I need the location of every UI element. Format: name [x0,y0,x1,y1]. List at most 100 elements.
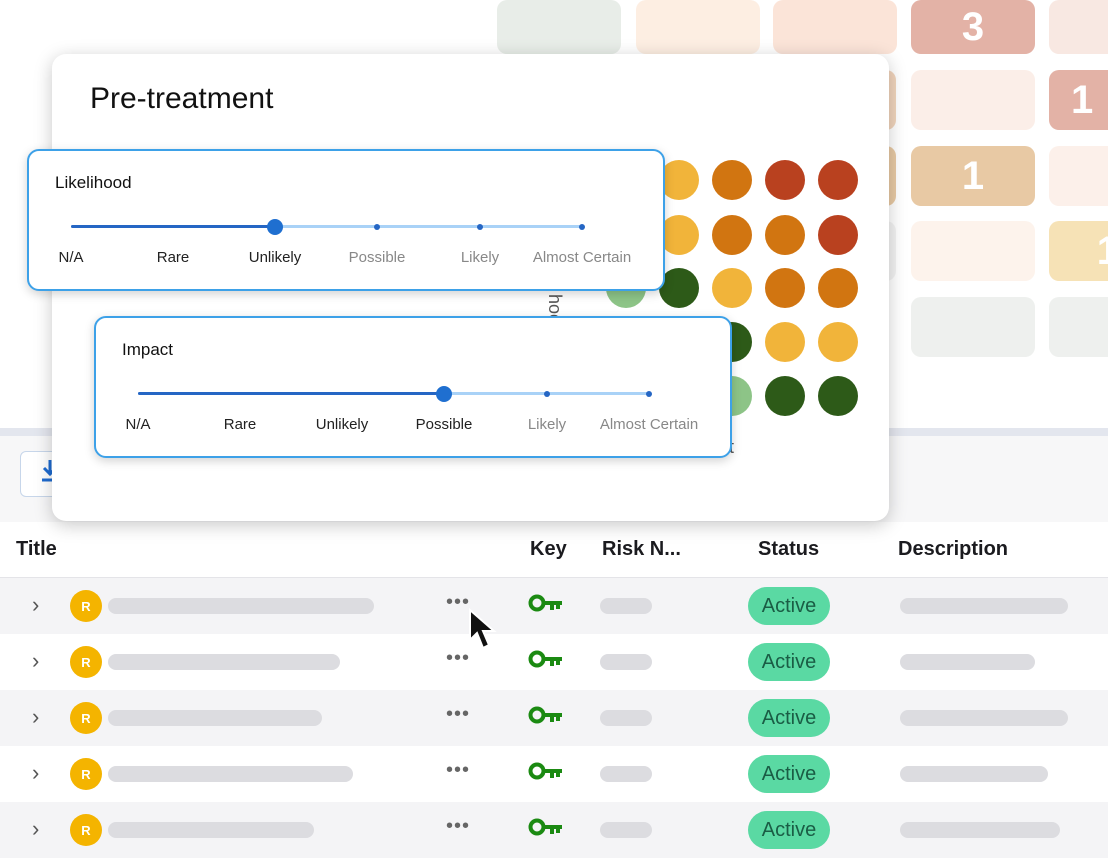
more-options-icon[interactable]: ••• [446,759,471,781]
column-header-description[interactable]: Description [898,538,1009,560]
likelihood-option-label[interactable]: Likely [460,249,500,266]
description-placeholder [900,766,1048,782]
likelihood-slider-tick[interactable] [374,223,380,230]
risk-dot [818,376,858,416]
description-placeholder [900,598,1068,614]
status-badge: Active [748,755,830,793]
more-options-icon[interactable]: ••• [446,647,471,669]
status-badge: Active [748,699,830,737]
avatar: R [70,646,102,678]
impact-slider-thumb[interactable] [436,385,452,402]
status-badge: Active [748,643,830,681]
risk-dot [765,268,805,308]
matrix-cell: 3 [911,0,1035,54]
column-header-key[interactable]: Key [530,538,567,560]
risk-dot [712,160,752,200]
description-placeholder [900,822,1060,838]
risk-dot [818,322,858,362]
risk-dot [765,215,805,255]
risk-dot [659,215,699,255]
table-row[interactable]: › R ••• Active [0,578,1108,634]
column-header-status[interactable]: Status [758,538,820,560]
status-badge: Active [748,811,830,849]
impact-title: Impact [122,340,174,359]
likelihood-option-label[interactable]: Rare [156,249,190,266]
likelihood-slider-tick[interactable] [477,223,483,230]
matrix-cell: 1 [1049,221,1108,281]
matrix-cell [911,297,1035,357]
key-icon [528,592,564,619]
description-placeholder [900,710,1068,726]
impact-slider-tick[interactable] [544,390,550,397]
likelihood-selector: Likelihood N/A Rare Unlikely Possible Likely… [27,149,665,291]
key-icon [528,704,564,731]
risk-dot [818,268,858,308]
risk-dot [765,376,805,416]
description-placeholder [900,654,1035,670]
chevron-right-icon[interactable]: › [32,592,40,617]
impact-option-label[interactable]: Likely [527,416,567,433]
risk-table: Title Key Risk N... Status Description ›… [0,522,1108,858]
impact-selector: Impact N/A Rare Unlikely Possible Likely Almo… [94,316,732,458]
chevron-right-icon[interactable]: › [32,648,40,673]
risk-dot [818,160,858,200]
impact-slider-tick[interactable] [646,390,652,397]
chevron-right-icon[interactable]: › [32,760,40,785]
likelihood-option-label[interactable]: N/A [58,249,84,266]
table-row[interactable]: › R ••• Active [0,802,1108,858]
likelihood-title: Likelihood [55,173,132,192]
more-options-icon[interactable]: ••• [446,591,471,613]
risk-dot [712,215,752,255]
risk-dot [659,268,699,308]
avatar: R [70,814,102,846]
title-placeholder [108,766,353,782]
column-header-risk-name[interactable]: Risk N... [602,538,681,560]
table-row[interactable]: › R ••• Active [0,634,1108,690]
more-options-icon[interactable]: ••• [446,703,471,725]
risk-name-placeholder [600,710,652,726]
risk-dot [712,268,752,308]
title-placeholder [108,654,340,670]
impact-option-label[interactable]: Rare [223,416,257,433]
matrix-cell: 1 [911,146,1035,206]
matrix-cell [1049,297,1108,357]
matrix-cell: 1 [1049,70,1108,130]
risk-name-placeholder [600,654,652,670]
impact-option-label[interactable]: Almost Certain [599,416,699,433]
table-row[interactable]: › R ••• Active [0,746,1108,802]
key-icon [528,760,564,787]
matrix-cell [773,0,897,54]
more-options-icon[interactable]: ••• [446,815,471,837]
matrix-cell [636,0,760,54]
risk-dot [765,160,805,200]
likelihood-slider-track[interactable] [71,225,582,228]
risk-name-placeholder [600,598,652,614]
likelihood-option-label[interactable]: Almost Certain [532,249,632,266]
table-row[interactable]: › R ••• Active [0,690,1108,746]
risk-dot [659,160,699,200]
risk-name-placeholder [600,766,652,782]
chevron-right-icon[interactable]: › [32,704,40,729]
risk-name-placeholder [600,822,652,838]
impact-option-label[interactable]: Unlikely [315,416,369,433]
matrix-cell [497,0,621,54]
avatar: R [70,758,102,790]
avatar: R [70,702,102,734]
impact-option-label[interactable]: Possible [415,416,473,433]
likelihood-option-label[interactable]: Unlikely [248,249,302,266]
column-header-title[interactable]: Title [16,538,57,560]
risk-dot [765,322,805,362]
impact-slider-fill [138,392,444,395]
impact-option-label[interactable]: N/A [125,416,151,433]
key-icon [528,816,564,843]
key-icon [528,648,564,675]
risk-dot [818,215,858,255]
chevron-right-icon[interactable]: › [32,816,40,841]
title-placeholder [108,710,322,726]
likelihood-option-label[interactable]: Possible [348,249,406,266]
likelihood-slider-tick[interactable] [579,223,585,230]
matrix-cell [1049,146,1108,206]
matrix-cell [1049,0,1108,54]
likelihood-slider-thumb[interactable] [267,218,283,235]
matrix-cell [911,221,1035,281]
